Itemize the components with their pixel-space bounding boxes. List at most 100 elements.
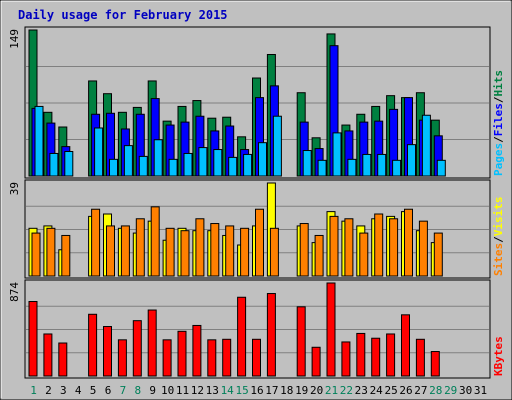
legend-hits: Pages/Files/Hits (492, 70, 505, 176)
bar-pages (258, 142, 267, 177)
x-axis-day-label: 27 (414, 384, 427, 397)
legend-visits: Sites/Visits (492, 197, 505, 277)
x-axis-day-label: 12 (191, 384, 204, 397)
bar-kbytes (222, 338, 232, 377)
bar-kbytes (58, 342, 68, 377)
bar-pages (153, 139, 163, 177)
x-axis-day-label: 1 (30, 384, 37, 397)
x-axis-day-label: 29 (444, 384, 457, 397)
bar-kbytes (88, 313, 98, 377)
x-axis-day-label: 22 (340, 384, 353, 397)
y-axis-max-label: 874 (8, 282, 21, 302)
bar-kbytes (356, 332, 366, 377)
bar-pages (183, 152, 193, 177)
x-axis-day-label: 2 (45, 384, 52, 397)
bar-pages (332, 132, 342, 177)
bar-sites (31, 232, 41, 277)
x-axis-day-label: 10 (161, 384, 174, 397)
legend-entry-kbytes: KBytes (492, 336, 505, 376)
legend-kbytes: KBytes (492, 336, 505, 376)
bar-pages (109, 158, 118, 177)
bar-kbytes (103, 326, 112, 377)
x-axis-day-label: 28 (429, 384, 442, 397)
x-axis-day-label: 26 (399, 384, 412, 397)
x-axis-day-label: 31 (474, 384, 487, 397)
bar-pages (198, 147, 208, 177)
bar-kbytes (117, 339, 127, 377)
legend-entry-hits: Hits (492, 70, 505, 97)
bar-kbytes (207, 339, 217, 377)
bar-sites (195, 218, 205, 277)
legend-separator: / (492, 236, 505, 243)
x-axis-day-label: 11 (176, 384, 189, 397)
bar-kbytes (237, 296, 247, 377)
bar-sites (180, 230, 190, 277)
x-axis-labels: 1 2 3 4 5 6 7 8 9 10 11 12 13 14 15 16 17 18 19 20 21 22 23 24 2… (30, 384, 487, 397)
x-axis-day-label: 21 (325, 384, 338, 397)
bar-sites (389, 218, 399, 277)
bar-sites (106, 225, 115, 277)
bar-kbytes (326, 282, 336, 377)
bar-pages (421, 114, 431, 177)
bar-sites (269, 227, 279, 277)
bar-kbytes (132, 320, 142, 377)
chart-title: Daily usage for February 2015 (18, 8, 228, 22)
bar-sites (418, 220, 428, 277)
x-axis-day-label: 6 (105, 384, 112, 397)
x-axis-day-label: 3 (60, 384, 67, 397)
bar-pages (377, 153, 387, 177)
bar-pages (168, 158, 178, 177)
bar-sites (225, 225, 235, 277)
x-axis-day-label: 5 (90, 384, 97, 397)
y-axis-max-label: 149 (8, 29, 21, 49)
x-axis-day-label: 13 (206, 384, 219, 397)
bar-kbytes (430, 351, 440, 377)
y-axis-max-label: 39 (8, 182, 21, 195)
bar-sites (61, 234, 71, 277)
bar-pages (407, 144, 416, 177)
x-axis-day-label: 8 (134, 384, 141, 397)
bar-sites (314, 234, 324, 277)
x-axis-day-label: 18 (280, 384, 293, 397)
bar-pages (213, 149, 223, 177)
bar-pages (243, 153, 253, 177)
x-axis-day-label: 23 (355, 384, 368, 397)
bar-kbytes (177, 330, 187, 377)
x-axis-day-label: 9 (149, 384, 156, 397)
bar-pages (317, 159, 327, 177)
bar-pages (362, 153, 372, 177)
bar-sites (404, 208, 413, 277)
x-axis-day-label: 16 (250, 384, 263, 397)
bar-pages (228, 156, 238, 177)
legend-separator: / (492, 96, 505, 103)
bar-sites (165, 227, 175, 277)
legend-separator: / (492, 136, 505, 143)
bar-kbytes (415, 338, 425, 377)
bar-kbytes (386, 333, 396, 377)
bar-sites (46, 227, 56, 277)
x-axis-day-label: 20 (310, 384, 323, 397)
legend-entry-visits: Visits (492, 197, 505, 237)
bar-kbytes (341, 341, 351, 377)
x-axis-day-label: 24 (370, 384, 384, 397)
bar-sites (91, 208, 101, 277)
bar-sites (150, 206, 160, 277)
bar-pages (49, 152, 59, 177)
bar-pages (392, 159, 402, 177)
bar-kbytes (371, 337, 381, 377)
bar-kbytes (266, 293, 276, 377)
bar-sites (120, 225, 130, 277)
bar-sites (210, 223, 220, 277)
x-axis-day-label: 30 (459, 384, 472, 397)
bar-sites (240, 227, 250, 277)
legend-entry-files: Files (492, 103, 505, 136)
bar-sites (359, 232, 369, 277)
bar-kbytes (401, 314, 410, 377)
bar-pages (302, 150, 312, 177)
bar-sites (255, 208, 264, 277)
bar-kbytes (311, 346, 321, 377)
bar-pages (347, 158, 357, 177)
bar-kbytes (147, 309, 157, 377)
bar-pages (138, 155, 148, 177)
